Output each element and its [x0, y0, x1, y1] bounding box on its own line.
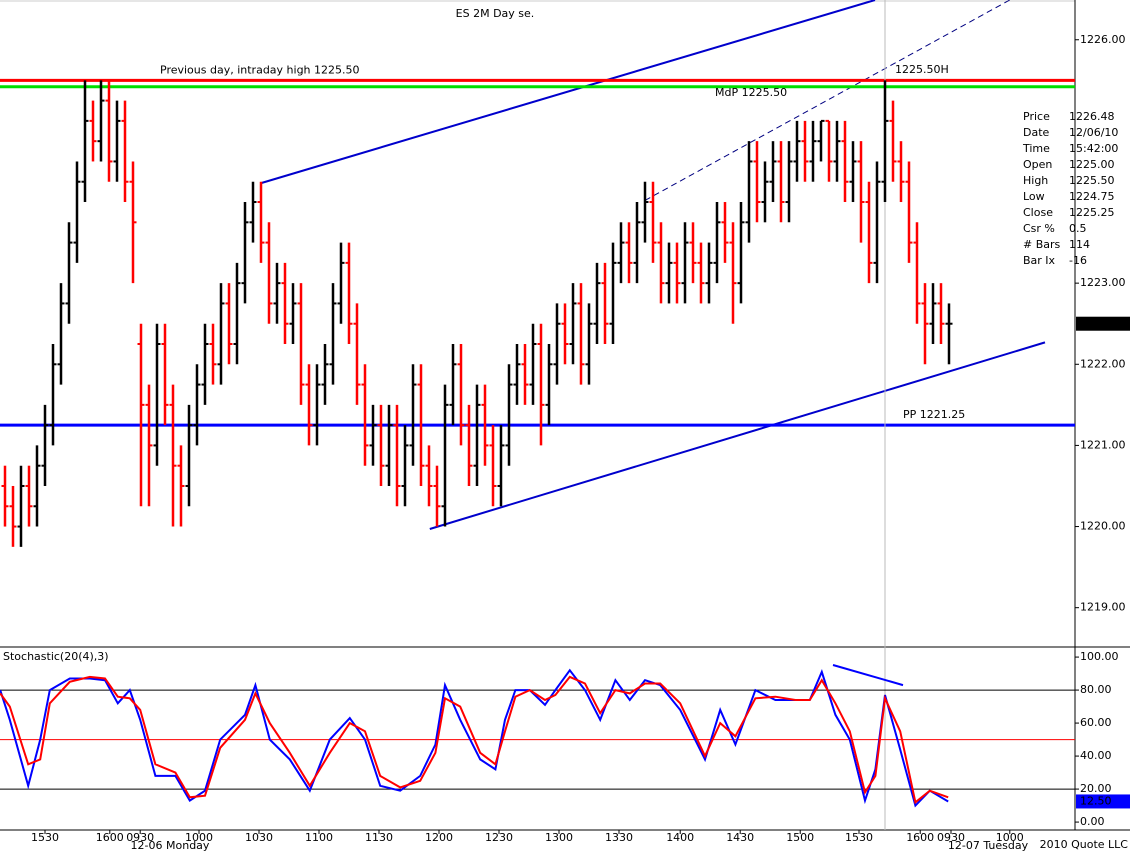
trend-line	[259, 0, 876, 185]
y-tick-label: 100.00	[1080, 650, 1119, 663]
x-tick-label: 0930	[937, 831, 965, 844]
data-box-label: # Bars	[1023, 238, 1061, 251]
data-box-value: 15:42:00	[1069, 142, 1118, 155]
x-tick-label: 1530	[845, 831, 873, 844]
x-tick-label: 1330	[605, 831, 633, 844]
x-tick-label: 1100	[305, 831, 333, 844]
data-box-label: Price	[1023, 110, 1050, 123]
stochastic-line	[0, 675, 949, 805]
data-box-value: 0.5	[1069, 222, 1087, 235]
y-tick-label: 1219.00	[1080, 601, 1126, 614]
x-tick-label: 1000	[996, 831, 1024, 844]
data-box-value: 1225.25	[1069, 206, 1115, 219]
last-value-box	[1076, 794, 1130, 809]
annotation: MdP 1225.50	[715, 86, 787, 99]
y-tick-label: 40.00	[1080, 749, 1112, 762]
data-box-value: 114	[1069, 238, 1090, 251]
annotation: 1225.50H	[895, 63, 949, 76]
y-tick-label: 20.00	[1080, 782, 1112, 795]
level-label: PP 1221.25	[903, 408, 965, 421]
x-tick-label: 1000	[185, 831, 213, 844]
data-box-value: 1224.75	[1069, 190, 1115, 203]
x-tick-label: 1430	[726, 831, 754, 844]
data-box-label: Low	[1023, 190, 1045, 203]
x-tick-label: 1500	[786, 831, 814, 844]
data-box-value: 12/06/10	[1069, 126, 1118, 139]
last-value-label: 1222.50	[1080, 317, 1126, 330]
x-tick-label: 1300	[545, 831, 573, 844]
x-tick-label: 1200	[425, 831, 453, 844]
x-tick-label: 1030	[245, 831, 273, 844]
x-tick-label: 1530	[31, 831, 59, 844]
data-box-label: High	[1023, 174, 1048, 187]
data-box-label: Date	[1023, 126, 1050, 139]
data-box-label: Csr %	[1023, 222, 1055, 235]
data-box-value: 1226.48	[1069, 110, 1115, 123]
x-tick-label: 1400	[666, 831, 694, 844]
x-tick-label: 1130	[365, 831, 393, 844]
y-tick-label: 1222.00	[1080, 357, 1126, 370]
y-tick-label: 1226.00	[1080, 33, 1126, 46]
y-tick-label: 80.00	[1080, 683, 1112, 696]
date-label: 12-06 Monday	[131, 839, 210, 851]
date-label: 12-07 Tuesday	[948, 839, 1029, 851]
last-value-box	[1076, 316, 1130, 331]
x-tick-label: 1600	[96, 831, 124, 844]
data-box-label: Time	[1022, 142, 1050, 155]
y-tick-label: 1223.00	[1080, 276, 1126, 289]
y-tick-label: 0.00	[1080, 815, 1105, 828]
data-box-value: -16	[1069, 254, 1087, 267]
data-box-label: Open	[1023, 158, 1052, 171]
trend-line	[429, 341, 1046, 530]
last-value-label: 12.50	[1080, 794, 1112, 807]
y-tick-label: 60.00	[1080, 716, 1112, 729]
x-tick-label: 0930	[126, 831, 154, 844]
y-tick-label: 1220.00	[1080, 520, 1126, 533]
x-tick-label: 1230	[485, 831, 513, 844]
copyright: 2010 Quote LLC	[1040, 838, 1129, 851]
data-box-value: 1225.00	[1069, 158, 1115, 171]
level-label: Previous day, intraday high 1225.50	[160, 63, 360, 76]
x-tick-label: 1600	[906, 831, 934, 844]
trend-line	[832, 664, 904, 687]
data-box-value: 1225.50	[1069, 174, 1115, 187]
chart-title: ES 2M Day se.	[456, 7, 535, 20]
indicator-title: Stochastic(20(4),3)	[3, 650, 109, 663]
data-box-label: Close	[1023, 206, 1053, 219]
y-tick-label: 1221.00	[1080, 438, 1126, 451]
data-box-label: Bar Ix	[1023, 254, 1056, 267]
